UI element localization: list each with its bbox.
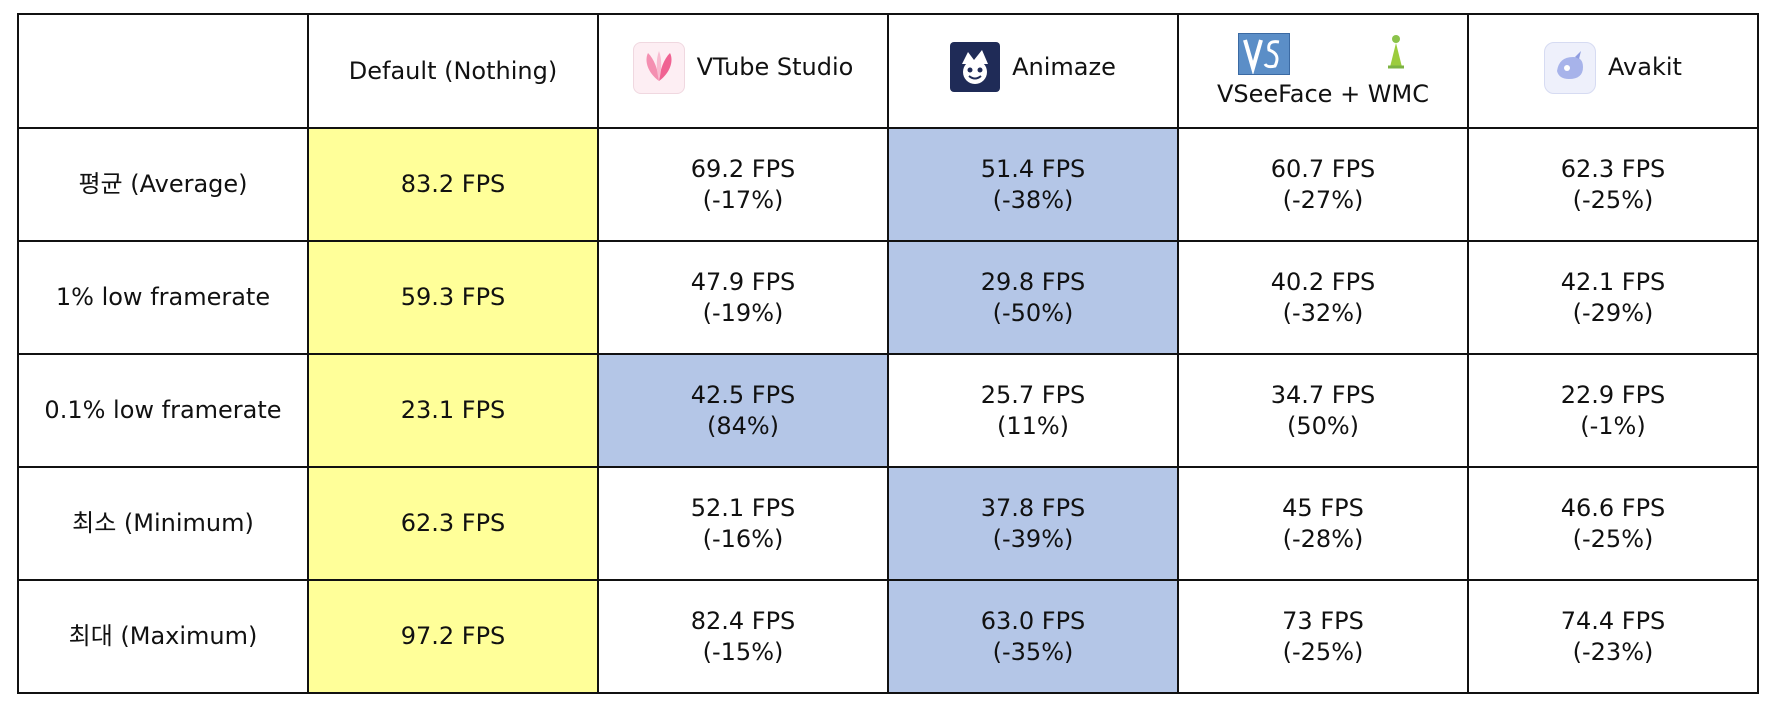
table-row: 평균 (Average) 83.2 FPS 69.2 FPS (-17%) 51.… (17, 127, 1759, 242)
percent-change: (-23%) (1572, 637, 1654, 666)
table-cell: 34.7 FPS (50%) (1177, 353, 1469, 468)
fps-value: 62.3 FPS (1560, 154, 1666, 183)
row-label: 최대 (Maximum) (17, 579, 309, 694)
fps-value: 82.4 FPS (690, 606, 796, 635)
fps-value: 69.2 FPS (690, 154, 796, 183)
fps-value: 60.7 FPS (1270, 154, 1376, 183)
fps-value: 29.8 FPS (980, 267, 1086, 296)
table-cell: 45 FPS (-28%) (1177, 466, 1469, 581)
percent-change: (-1%) (1580, 411, 1646, 440)
fps-value: 37.8 FPS (980, 493, 1086, 522)
percent-change: (-39%) (992, 524, 1074, 553)
corner-cell (17, 13, 309, 129)
fps-value: 83.2 FPS (400, 170, 506, 198)
table-cell: 42.1 FPS (-29%) (1467, 240, 1759, 355)
table-cell: 62.3 FPS (307, 466, 599, 581)
fps-value: 51.4 FPS (980, 154, 1086, 183)
percent-change: (-35%) (992, 637, 1074, 666)
vseeface-logo-icon (1237, 32, 1290, 75)
column-header-label: VTube Studio (696, 53, 854, 81)
table-cell: 46.6 FPS (-25%) (1467, 466, 1759, 581)
column-header-label: Avakit (1608, 53, 1682, 81)
table-cell: 73 FPS (-25%) (1177, 579, 1469, 694)
fps-value: 34.7 FPS (1270, 380, 1376, 409)
table-cell: 42.5 FPS (84%) (597, 353, 889, 468)
avakit-logo-icon (1544, 41, 1597, 94)
table-cell: 22.9 FPS (-1%) (1467, 353, 1759, 468)
fps-value: 47.9 FPS (690, 267, 796, 296)
percent-change: (-32%) (1282, 298, 1364, 327)
percent-change: (-50%) (992, 298, 1074, 327)
percent-change: (-19%) (702, 298, 784, 327)
table-cell: 83.2 FPS (307, 127, 599, 242)
table-cell: 47.9 FPS (-19%) (597, 240, 889, 355)
percent-change: (11%) (996, 411, 1070, 440)
table-cell: 63.0 FPS (-35%) (887, 579, 1179, 694)
table-cell: 59.3 FPS (307, 240, 599, 355)
table-cell: 60.7 FPS (-27%) (1177, 127, 1469, 242)
header-row: Default (Nothing) VTube Studio (17, 13, 1759, 129)
percent-change: (-28%) (1282, 524, 1364, 553)
fps-value: 73 FPS (1282, 606, 1364, 635)
wmc-logo-icon (1384, 33, 1408, 73)
table-row: 최소 (Minimum) 62.3 FPS 52.1 FPS (-16%) 37.… (17, 466, 1759, 581)
table-row: 1% low framerate 59.3 FPS 47.9 FPS (-19%)… (17, 240, 1759, 355)
row-label: 0.1% low framerate (17, 353, 309, 468)
fps-value: 62.3 FPS (400, 509, 506, 537)
table-cell: 23.1 FPS (307, 353, 599, 468)
table-cell: 62.3 FPS (-25%) (1467, 127, 1759, 242)
percent-change: (-29%) (1572, 298, 1654, 327)
fps-value: 40.2 FPS (1270, 267, 1376, 296)
fps-value: 22.9 FPS (1560, 380, 1666, 409)
fps-value: 59.3 FPS (400, 283, 506, 311)
row-label: 최소 (Minimum) (17, 466, 309, 581)
fps-value: 25.7 FPS (980, 380, 1086, 409)
fps-value: 63.0 FPS (980, 606, 1086, 635)
percent-change: (-25%) (1572, 185, 1654, 214)
fps-value: 42.1 FPS (1560, 267, 1666, 296)
table-cell: 82.4 FPS (-15%) (597, 579, 889, 694)
table-cell: 51.4 FPS (-38%) (887, 127, 1179, 242)
percent-change: (-15%) (702, 637, 784, 666)
table-cell: 52.1 FPS (-16%) (597, 466, 889, 581)
animaze-logo-icon (950, 42, 1001, 92)
fps-value: 97.2 FPS (400, 622, 506, 650)
percent-change: (-25%) (1282, 637, 1364, 666)
table-cell: 37.8 FPS (-39%) (887, 466, 1179, 581)
column-header-vtube-studio: VTube Studio (597, 13, 889, 129)
table-cell: 40.2 FPS (-32%) (1177, 240, 1469, 355)
fps-value: 74.4 FPS (1560, 606, 1666, 635)
fps-value: 42.5 FPS (690, 380, 796, 409)
fps-value: 45 FPS (1282, 493, 1364, 522)
fps-value: 23.1 FPS (400, 396, 506, 424)
fps-value: 46.6 FPS (1560, 493, 1666, 522)
table-cell: 29.8 FPS (-50%) (887, 240, 1179, 355)
fps-value: 52.1 FPS (690, 493, 796, 522)
table-cell: 25.7 FPS (11%) (887, 353, 1179, 468)
column-header-default: Default (Nothing) (307, 13, 599, 129)
table-row: 최대 (Maximum) 97.2 FPS 82.4 FPS (-15%) 63.… (17, 579, 1759, 694)
table-cell: 97.2 FPS (307, 579, 599, 694)
row-label: 평균 (Average) (17, 127, 309, 242)
table-row: 0.1% low framerate 23.1 FPS 42.5 FPS (84%… (17, 353, 1759, 468)
row-label: 1% low framerate (17, 240, 309, 355)
column-header-label: VSeeFace + WMC (1216, 79, 1429, 108)
column-header-avakit: Avakit (1467, 13, 1759, 129)
table-cell: 74.4 FPS (-23%) (1467, 579, 1759, 694)
percent-change: (-17%) (702, 185, 784, 214)
vtube-studio-logo-icon (632, 41, 685, 94)
column-header-label: Default (Nothing) (348, 56, 558, 85)
column-header-animaze: Animaze (887, 13, 1179, 129)
percent-change: (50%) (1286, 411, 1360, 440)
percent-change: (-38%) (992, 185, 1074, 214)
percent-change: (-27%) (1282, 185, 1364, 214)
table-cell: 69.2 FPS (-17%) (597, 127, 889, 242)
column-header-vseeface-wmc: VSeeFace + WMC (1177, 13, 1469, 129)
percent-change: (84%) (706, 411, 780, 440)
column-header-label: Animaze (1012, 52, 1116, 81)
percent-change: (-25%) (1572, 524, 1654, 553)
percent-change: (-16%) (702, 524, 784, 553)
fps-comparison-table: Default (Nothing) VTube Studio (17, 13, 1759, 694)
